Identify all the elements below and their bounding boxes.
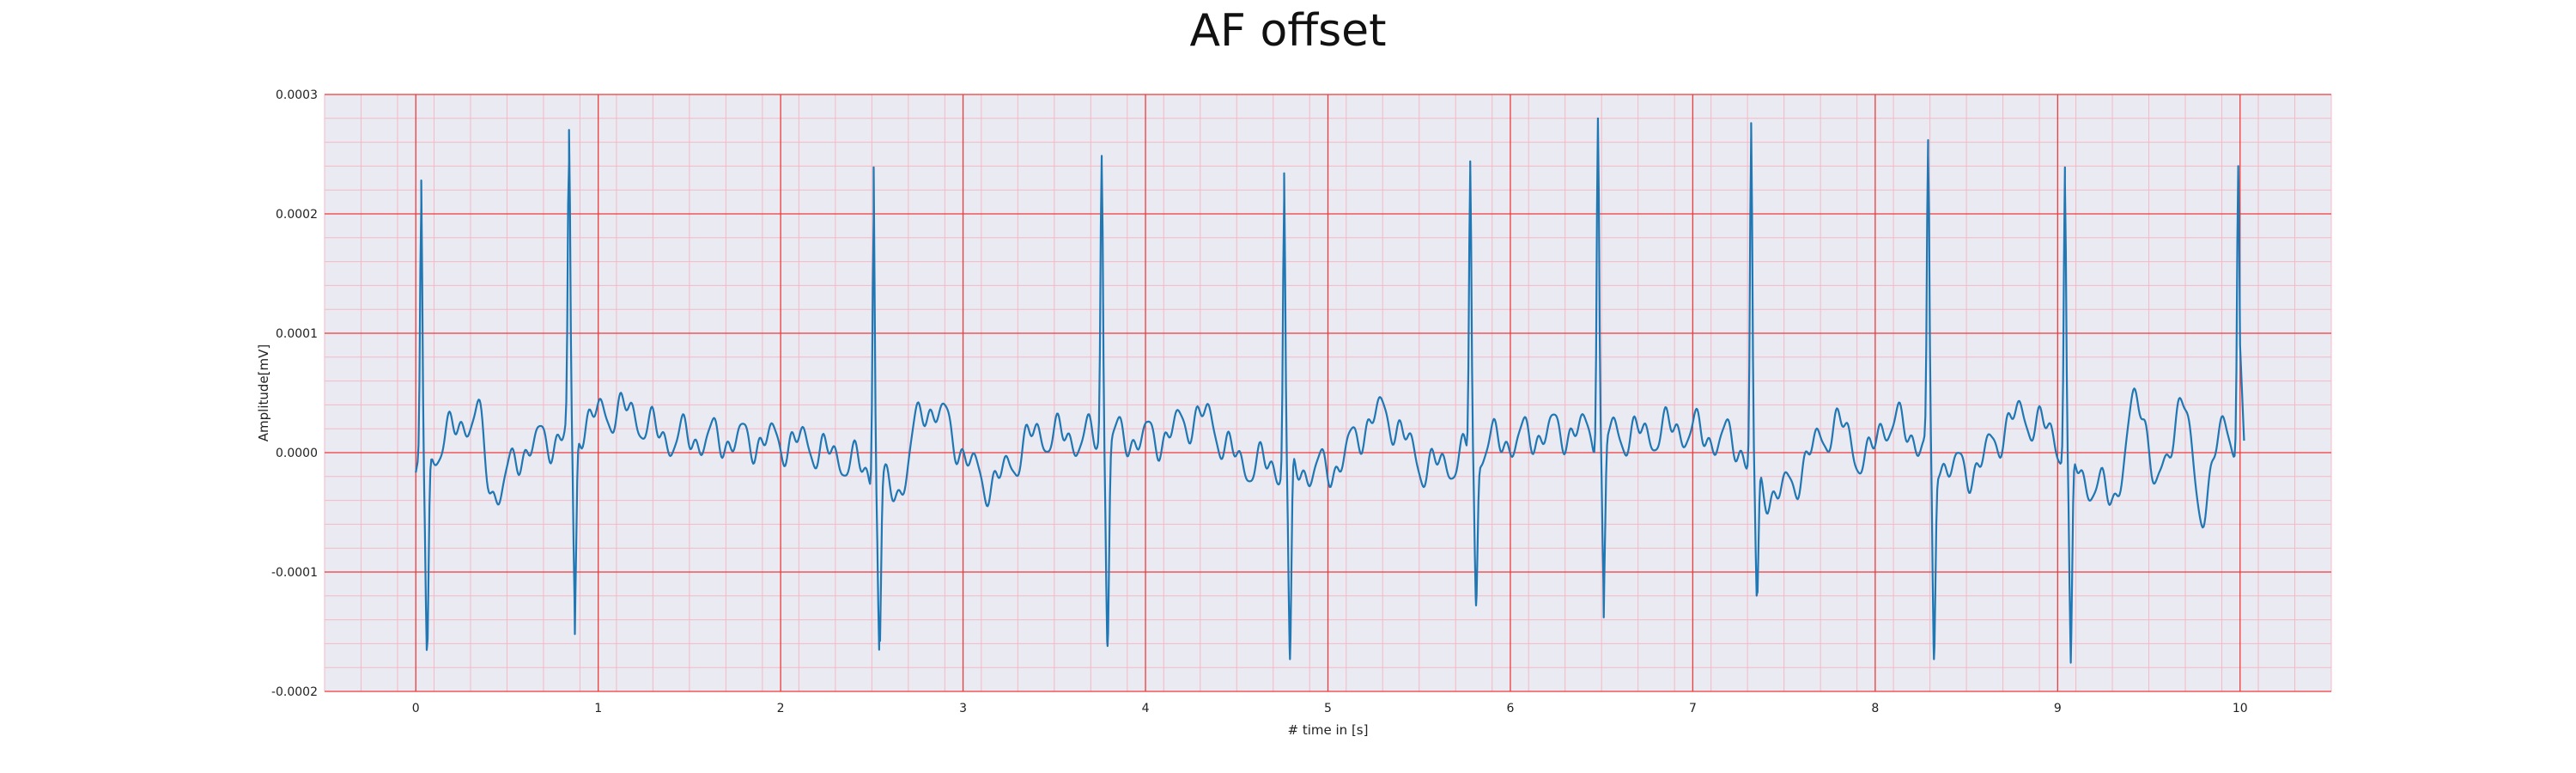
y-tick-labels: -0.0002 -0.0001 0.0000 0.0001 0.0002 0.0003 <box>271 88 318 699</box>
x-tick-label: 4 <box>1142 702 1150 715</box>
x-axis-label: # time in [s] <box>1288 722 1369 738</box>
x-tick-label: 1 <box>594 702 602 715</box>
y-tick-label: 0.0001 <box>276 327 318 341</box>
y-tick-label: 0.0002 <box>276 208 318 222</box>
x-tick-label: 8 <box>1871 702 1879 715</box>
y-axis-label: Amplitude[mV] <box>256 344 271 441</box>
major-grid <box>325 94 2331 692</box>
x-tick-labels: 0 1 2 3 4 5 6 7 8 9 10 <box>412 702 2248 715</box>
y-tick-label: 0.0000 <box>276 447 318 460</box>
y-tick-label: -0.0002 <box>271 685 318 699</box>
x-tick-label: 7 <box>1689 702 1697 715</box>
x-tick-label: 0 <box>412 702 420 715</box>
y-tick-label: 0.0003 <box>276 88 318 102</box>
chart-title: AF offset <box>1189 5 1387 57</box>
x-tick-label: 10 <box>2233 702 2248 715</box>
x-tick-label: 3 <box>959 702 967 715</box>
ecg-signal-line <box>415 117 2245 664</box>
x-tick-label: 5 <box>1324 702 1332 715</box>
y-tick-label: -0.0001 <box>271 566 318 580</box>
x-tick-label: 6 <box>1506 702 1514 715</box>
x-tick-label: 2 <box>777 702 785 715</box>
x-tick-label: 9 <box>2054 702 2062 715</box>
